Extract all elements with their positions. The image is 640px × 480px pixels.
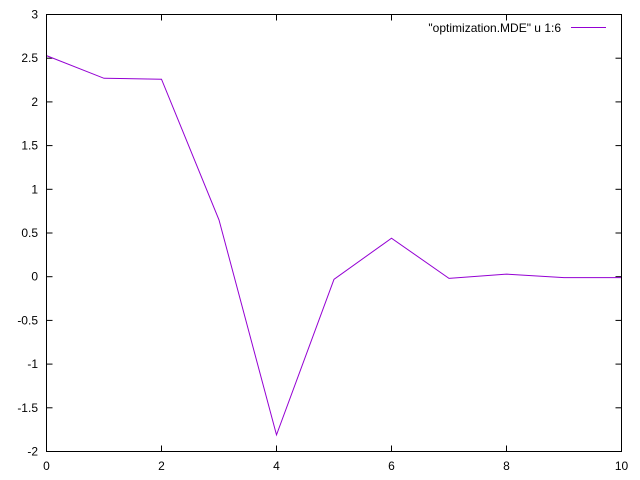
series-layer	[46, 55, 622, 437]
y-tick-label: -1	[27, 357, 38, 371]
x-tick-label: 10	[615, 459, 629, 473]
y-tick-label: -1.5	[17, 401, 38, 415]
x-tick-label: 2	[158, 459, 165, 473]
y-tick-label: 1.5	[21, 139, 38, 153]
y-tick-label: 2.5	[21, 51, 38, 65]
ticks-layer: -2 -1.5 -1 -0.5 0 0.5 1 1.5 2 2.5 3 0 2 4 6 8 10	[17, 8, 628, 474]
x-tick-label: 0	[43, 459, 50, 473]
y-tick-label: 3	[31, 8, 38, 22]
series-line	[46, 55, 622, 437]
y-tick-label: 1	[31, 182, 38, 196]
y-tick-label: 0.5	[21, 226, 38, 240]
y-tick-label: -0.5	[17, 313, 38, 327]
plot-frame	[46, 14, 622, 452]
y-tick-label: 0	[31, 270, 38, 284]
x-tick-label: 8	[503, 459, 510, 473]
y-tick-label: 2	[31, 95, 38, 109]
legend: "optimization.MDE" u 1:6	[428, 21, 606, 35]
legend-label: "optimization.MDE" u 1:6	[428, 21, 561, 35]
y-tick-label: -2	[27, 445, 38, 459]
x-tick-label: 4	[273, 459, 280, 473]
x-tick-label: 6	[388, 459, 395, 473]
